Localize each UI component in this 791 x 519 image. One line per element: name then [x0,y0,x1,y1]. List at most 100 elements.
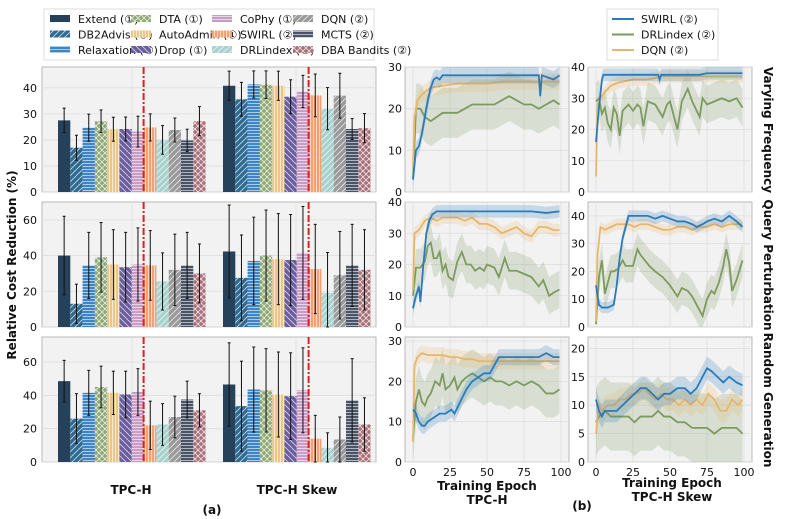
bar [168,130,181,192]
x-axis-label: Training Epoch [437,479,537,493]
bar [144,127,157,192]
legend-swatch [131,15,151,22]
legend-label: SWIRL (②) [240,29,297,42]
bar [358,128,371,192]
line-panel: 0 10 20 30 40 [571,61,753,199]
x-tick-label: 25 [443,466,457,479]
y-tick-label: 0 [30,186,37,199]
confidence-band-dqn [413,73,560,176]
x-tick-label: 50 [663,466,677,479]
y-tick-label: 30 [388,61,402,74]
y-tick-label: 20 [571,265,585,278]
confidence-band-drlindex [413,349,560,462]
legend-swatch [50,30,70,38]
series-line-dqn [412,80,560,168]
series-line-drlindex [412,372,561,438]
y-tick-label: 40 [23,82,37,95]
group-label: TPC-H Skew [257,483,338,497]
bar [82,392,95,462]
y-tick-label: 0 [395,186,402,199]
x-tick-label: 100 [551,466,572,479]
x-tick-label: 0 [593,466,600,479]
y-tick-label: 5 [578,428,585,441]
x-axis-label: Training Epoch [622,476,722,490]
bar-panel-query-perturbation: 0 20 40 60 [23,201,377,334]
series-line-swirl [595,214,744,309]
y-tick-label: 0 [395,456,402,469]
bar [119,128,132,192]
bar [333,95,346,192]
series-line-drlindex [412,95,561,180]
confidence-band-dqn [596,218,743,327]
y-tick-label: 10 [388,144,402,157]
bar [131,131,145,192]
bar [70,147,83,192]
x-tick-label: 50 [480,466,494,479]
panel-label: (a) [202,503,221,517]
legend-label: CoPhy (①) [240,13,296,26]
y-axis-label: Relative Cost Reduction (%) [5,170,19,359]
bar [58,381,71,462]
series-line-swirl [412,352,560,427]
x-tick-label: 25 [626,466,640,479]
legend-swatch [50,46,70,53]
confidence-band-swirl [596,356,743,428]
x-tick-label: 75 [700,466,714,479]
bar-panels: 0 10 20 30 40 0 20 40 60 0 20 40 60 [23,66,377,469]
confidence-band-drlindex [596,70,743,155]
bar [259,84,273,192]
y-tick-label: 30 [571,92,585,105]
legend-swatch [212,46,232,53]
bar [58,120,71,192]
x-axis-dataset-label: TPC-H [466,493,507,507]
y-tick-label: 40 [388,196,402,209]
bar [82,127,95,192]
line-panel: 0 5 10 15 20 0 25 50 75 100 [571,336,755,479]
y-tick-label: 10 [571,399,585,412]
line-panel: 0 10 20 30 [388,61,570,199]
series-line-swirl [595,366,743,419]
y-tick-label: 20 [23,285,37,298]
legend-label: SWIRL (②) [641,13,698,26]
bar [247,84,260,192]
series-line-drlindex [595,86,744,136]
series-line-drlindex [595,246,744,325]
bar [94,387,108,462]
line-panel: 0 10 20 30 40 [571,201,753,334]
y-tick-label: 0 [30,456,37,469]
y-tick-label: 40 [23,250,37,263]
panel-label: (b) [572,499,592,513]
bar [223,85,236,192]
confidence-band-dqn [596,70,743,183]
legend-swatch [293,15,313,22]
row-label: Query Perturbation [761,199,775,330]
confidence-band-swirl [413,67,560,188]
bar [131,392,145,462]
legend-label: DBA Bandits (②) [321,44,411,57]
legend-swatch [212,15,232,22]
line-panel: 0 10 20 30 0 25 50 75 100 [388,335,572,479]
bar [181,140,194,192]
y-tick-label: 0 [395,321,402,334]
y-tick-label: 20 [571,124,585,137]
y-tick-label: 60 [23,214,37,227]
series-line-swirl [412,74,561,180]
legend-label: DRLindex (②) [641,29,715,42]
bar-legend: Extend (①)DB2Advis (①)Relaxation (①)DTA … [43,8,411,61]
legend-label: DQN (②) [321,13,368,26]
x-tick-label: 75 [517,466,531,479]
series-line-drlindex [595,409,744,435]
series-line-dqn [412,216,560,290]
axis-labels: Relative Cost Reduction (%) TPC-H TPC-H Sk… [5,67,775,517]
confidence-band-swirl [413,205,560,315]
line-panels: 0102030010203040010203040010203040010203… [388,61,755,479]
y-tick-label: 10 [571,155,585,168]
legend-swatch [293,30,313,38]
y-tick-label: 20 [388,103,402,116]
y-tick-label: 10 [388,290,402,303]
bar [272,85,285,192]
y-tick-label: 30 [388,227,402,240]
confidence-band-swirl [596,210,743,314]
x-tick-label: 0 [410,466,417,479]
